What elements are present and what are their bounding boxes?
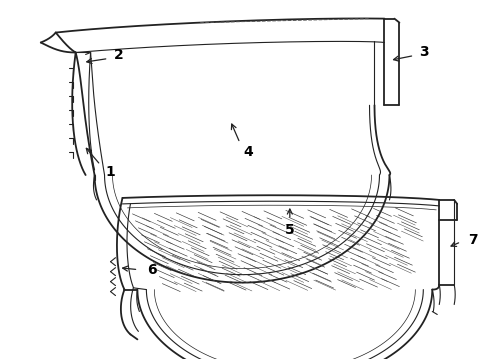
Text: 3: 3	[419, 45, 429, 59]
Text: 7: 7	[468, 233, 478, 247]
Text: 4: 4	[243, 145, 253, 159]
Text: 1: 1	[106, 165, 116, 179]
Text: 2: 2	[114, 49, 123, 63]
Text: 6: 6	[147, 263, 157, 276]
Text: 5: 5	[285, 223, 294, 237]
